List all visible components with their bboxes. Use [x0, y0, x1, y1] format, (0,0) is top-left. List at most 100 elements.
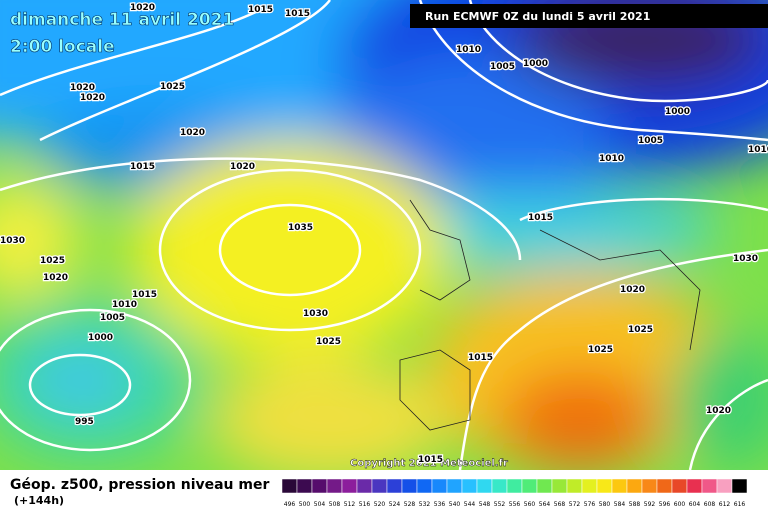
- copyright: Copyright 2021 Meteociel.fr: [350, 458, 508, 469]
- isobar-label: 1025: [628, 325, 653, 335]
- colorbar-cell: [431, 478, 448, 494]
- colorbar-cell: [596, 478, 613, 494]
- colorbar-label: 560: [524, 501, 536, 508]
- colorbar-cell: [551, 478, 568, 494]
- colorbar-label: 516: [359, 501, 371, 508]
- isobar-label: 1015: [130, 162, 155, 172]
- isobar-label: 1020: [70, 83, 95, 93]
- colorbar-cell: [506, 478, 523, 494]
- colorbar-label: 576: [584, 501, 596, 508]
- isobar-label: 1035: [288, 223, 313, 233]
- colorbar-label: 612: [719, 501, 731, 508]
- isobar-label: 1010: [112, 300, 137, 310]
- map: [0, 0, 768, 470]
- isobar-label: 1030: [303, 309, 328, 319]
- isobar-label: 1025: [316, 337, 341, 347]
- colorbar: 496 500 504 508 512 516 520 524 528 532 536 540 544 5…: [281, 478, 748, 508]
- isobar-label: 1005: [638, 136, 663, 146]
- colorbar-label: 616: [734, 501, 746, 508]
- colorbar-cell: [701, 478, 718, 494]
- colorbar-cell: [566, 478, 583, 494]
- isobar-label: 1015: [528, 213, 553, 223]
- isobar-label: 1025: [40, 256, 65, 266]
- isobar-label: 1020: [180, 128, 205, 138]
- colorbar-cell: [386, 478, 403, 494]
- isobar-label: 1000: [523, 59, 548, 69]
- colorbar-cell: [356, 478, 373, 494]
- colorbar-label: 500: [299, 501, 311, 508]
- colorbar-label: 552: [494, 501, 506, 508]
- colorbar-label: 532: [419, 501, 431, 508]
- colorbar-label: 600: [674, 501, 686, 508]
- colorbar-label: 520: [374, 501, 386, 508]
- isobar-label: 1020: [620, 285, 645, 295]
- colorbar-label: 508: [329, 501, 341, 508]
- isobar-label: 1020: [130, 3, 155, 13]
- colorbar-label: 588: [629, 501, 641, 508]
- colorbar-label: 584: [614, 501, 626, 508]
- isobar-label: 1015: [248, 5, 273, 15]
- colorbar-label: 524: [389, 501, 401, 508]
- isobar-label: 1030: [0, 236, 25, 246]
- colorbar-label: 592: [644, 501, 656, 508]
- colorbar-label: 544: [464, 501, 476, 508]
- colorbar-label: 608: [704, 501, 716, 508]
- isobar-label: 1015: [132, 290, 157, 300]
- colorbar-cell: [731, 478, 748, 494]
- isobar-label: 1025: [588, 345, 613, 355]
- colorbar-cell: [656, 478, 673, 494]
- colorbar-label: 572: [569, 501, 581, 508]
- colorbar-cell: [641, 478, 658, 494]
- isobar-label: 1005: [490, 62, 515, 72]
- isobar-label: 1005: [100, 313, 125, 323]
- colorbar-cell: [461, 478, 478, 494]
- colorbar-cell: [581, 478, 598, 494]
- colorbar-label: 512: [344, 501, 356, 508]
- isobar-label: 1020: [230, 162, 255, 172]
- isobar-label: 1020: [706, 406, 731, 416]
- colorbar-cell: [716, 478, 733, 494]
- colorbar-label: 540: [449, 501, 461, 508]
- isobar-label: 1030: [733, 254, 758, 264]
- isobar-label: 1025: [160, 82, 185, 92]
- colorbar-cell: [611, 478, 628, 494]
- isobar-label: 1020: [80, 93, 105, 103]
- colorbar-cell: [476, 478, 493, 494]
- colorbar-cell: [341, 478, 358, 494]
- colorbar-cell: [401, 478, 418, 494]
- isobar-label: 1015: [285, 9, 310, 19]
- colorbar-cell: [626, 478, 643, 494]
- colorbar-cell: [446, 478, 463, 494]
- footer-lead: (+144h): [14, 494, 64, 507]
- colorbar-label: 528: [404, 501, 416, 508]
- isobar-label: 995: [75, 417, 94, 427]
- time-label: 2:00 locale: [10, 37, 115, 57]
- colorbar-cell: [416, 478, 433, 494]
- colorbar-label: 536: [434, 501, 446, 508]
- colorbar-cell: [326, 478, 343, 494]
- footer-title: Géop. z500, pression niveau mer: [10, 477, 269, 493]
- colorbar-label: 556: [509, 501, 521, 508]
- colorbar-cell: [491, 478, 508, 494]
- isobar-label: 1000: [88, 333, 113, 343]
- colorbar-label: 504: [314, 501, 326, 508]
- colorbar-cell: [296, 478, 313, 494]
- colorbar-cell: [671, 478, 688, 494]
- colorbar-cell: [371, 478, 388, 494]
- colorbar-cell: [281, 478, 298, 494]
- isobar-label: 1015: [418, 455, 443, 465]
- run-box: [410, 4, 768, 28]
- colorbar-label: 568: [554, 501, 566, 508]
- colorbar-cell: [686, 478, 703, 494]
- colorbar-label: 580: [599, 501, 611, 508]
- colorbar-label: 564: [539, 501, 551, 508]
- isobar-label: 1020: [43, 273, 68, 283]
- colorbar-cell: [536, 478, 553, 494]
- isobar-label: 1010: [599, 154, 624, 164]
- colorbar-label: 604: [689, 501, 701, 508]
- colorbar-cell: [521, 478, 538, 494]
- isobar-label: 1010: [456, 45, 481, 55]
- isobar-label: 1000: [665, 107, 690, 117]
